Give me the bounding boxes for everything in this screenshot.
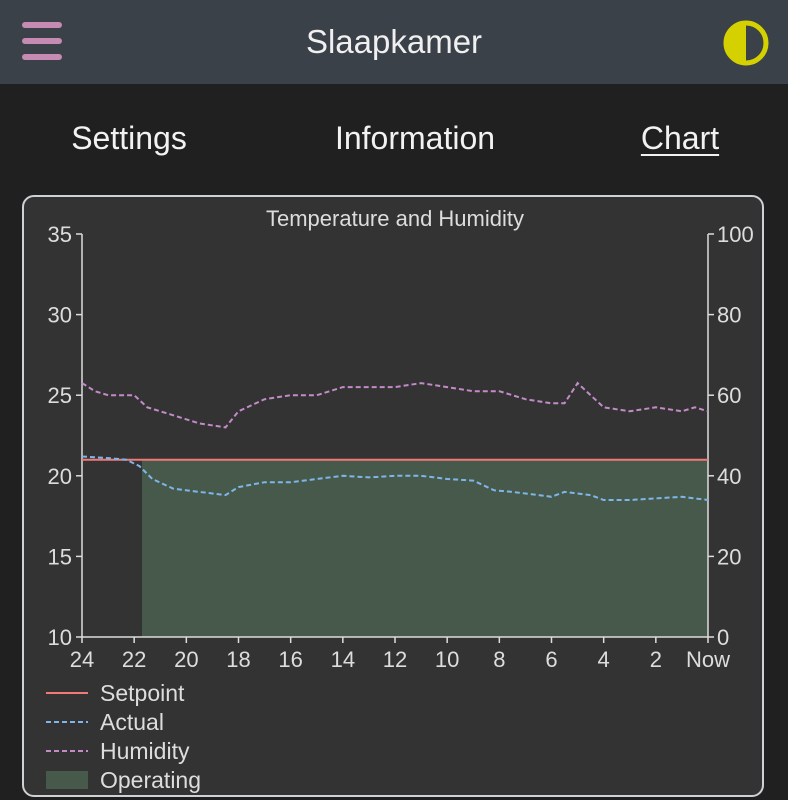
series-humidity	[81, 381, 709, 429]
y-left-tick-label: 15	[48, 544, 72, 569]
series-actual	[81, 455, 709, 501]
operating-area	[141, 459, 708, 637]
tab-bar: Settings Information Chart	[0, 100, 788, 180]
temperature-humidity-chart: Temperature and Humidity 10 15 20 25 30 35 0 20 4…	[46, 206, 754, 793]
legend-label-setpoint: Setpoint	[100, 680, 185, 706]
x-tick-label: 10	[435, 647, 459, 672]
legend-label-operating: Operating	[100, 767, 201, 793]
x-tick-label: 8	[493, 647, 505, 672]
legend-label-humidity: Humidity	[100, 738, 190, 764]
x-tick-label: 22	[122, 647, 146, 672]
y-left-tick-label: 25	[48, 383, 72, 408]
y-left-tick-label: 20	[48, 464, 72, 489]
x-tick-label: 18	[226, 647, 250, 672]
half-circle-contrast-icon	[723, 20, 769, 66]
theme-toggle-button[interactable]	[722, 19, 770, 67]
x-tick-label: 14	[331, 647, 355, 672]
x-tick-label: 16	[278, 647, 302, 672]
x-tick-label: 12	[383, 647, 407, 672]
y-left-tick-label: 35	[48, 222, 72, 247]
legend-swatch-operating	[46, 771, 88, 789]
app-bar: Slaapkamer	[0, 0, 788, 84]
x-tick-label: Now	[686, 647, 730, 672]
y-right-tick-label: 0	[717, 625, 729, 650]
y-left-tick-label: 30	[48, 303, 72, 328]
tab-chart[interactable]: Chart	[640, 120, 720, 156]
page-title: Slaapkamer	[305, 23, 483, 60]
x-tick-label: 6	[545, 647, 557, 672]
x-tick-label: 20	[174, 647, 198, 672]
x-tick-label: 24	[70, 647, 94, 672]
y-right-tick-label: 100	[717, 222, 754, 247]
y-right-tick-label: 60	[717, 383, 741, 408]
legend-label-actual: Actual	[100, 709, 164, 735]
y-right-tick-label: 80	[717, 303, 741, 328]
x-tick-label: 2	[650, 647, 662, 672]
hamburger-icon	[22, 22, 62, 28]
y-right-tick-label: 40	[717, 464, 741, 489]
y-left-tick-label: 10	[48, 625, 72, 650]
chart-title: Temperature and Humidity	[266, 206, 524, 231]
tab-settings[interactable]: Settings	[71, 120, 187, 156]
tab-information[interactable]: Information	[334, 120, 496, 156]
menu-button[interactable]	[16, 18, 68, 64]
chart-card: Temperature and Humidity 10 15 20 25 30 35 0 20 4…	[22, 195, 764, 797]
x-tick-label: 4	[598, 647, 610, 672]
y-right-tick-label: 20	[717, 544, 741, 569]
